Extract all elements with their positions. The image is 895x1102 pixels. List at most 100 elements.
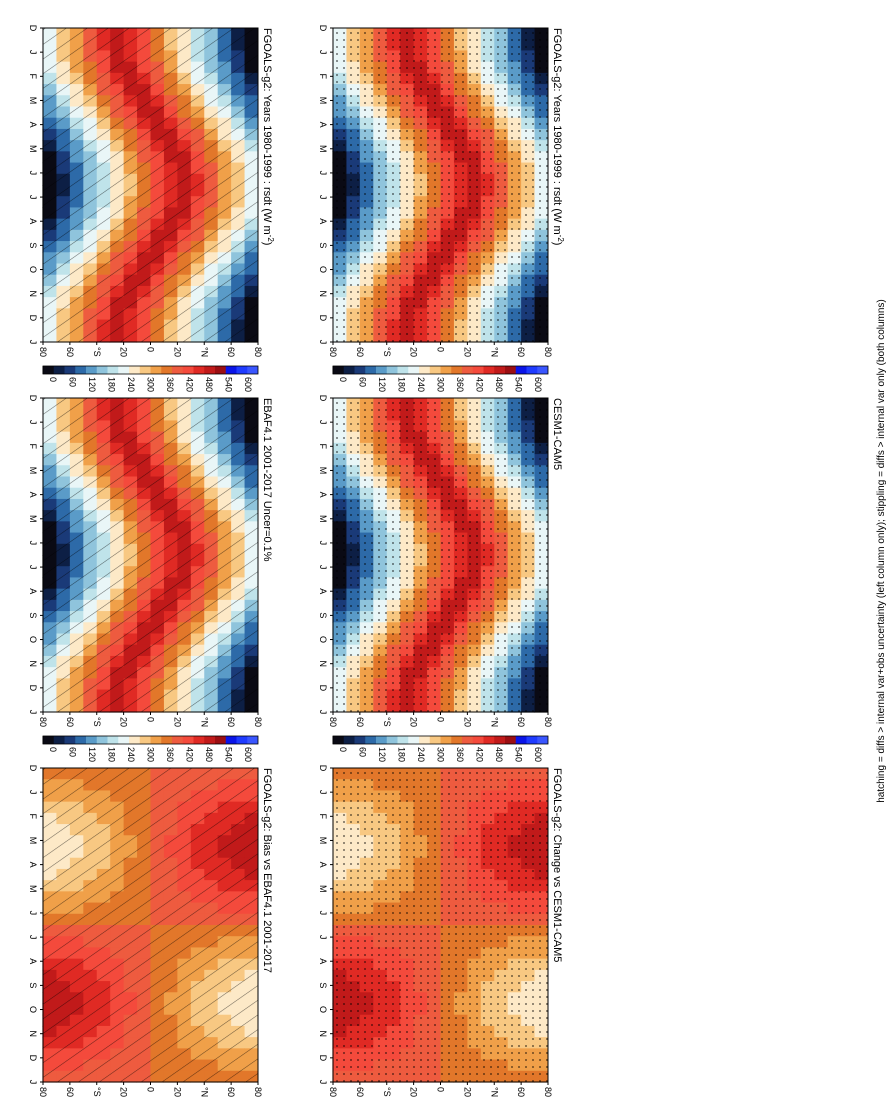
month-tick: A [318, 122, 328, 128]
lat-tick: 60 [65, 1087, 75, 1097]
colorbar-swatch [236, 736, 248, 744]
colorbar-swatch [53, 366, 65, 374]
colorbar-tick: 420 [475, 747, 485, 762]
colorbar-swatch [332, 366, 344, 374]
colorbar-swatch [64, 366, 76, 374]
month-tick: S [318, 612, 328, 618]
colorbar-swatch [343, 366, 355, 374]
colorbar-swatch [440, 736, 452, 744]
lat-tick: 80 [543, 347, 553, 357]
month-tick: M [28, 515, 38, 523]
colorbar-tick: 0 [48, 377, 58, 382]
colorbar-swatch [193, 736, 205, 744]
colorbar-swatch [53, 736, 65, 744]
month-tick: A [318, 588, 328, 594]
colorbar-tick: 480 [204, 377, 214, 392]
colorbar-swatch [515, 736, 527, 744]
colorbar-swatch [74, 736, 86, 744]
colorbar-swatch [343, 736, 355, 744]
colorbar-swatch [504, 366, 516, 374]
month-tick: S [28, 242, 38, 248]
colorbar-tick: 480 [204, 747, 214, 762]
lat-tick: 60 [65, 347, 75, 357]
month-tick: J [28, 1080, 38, 1085]
colorbar-tick: 600 [243, 747, 253, 762]
colorbar-tick: 420 [475, 377, 485, 392]
month-tick: J [318, 1080, 328, 1085]
month-tick: J [318, 911, 328, 916]
panel-title: FGOALS-g2: Years 1980-1999 : rsdt (W m-2… [261, 28, 276, 245]
panel-title-close: ) [551, 242, 563, 246]
colorbar-swatch [128, 736, 140, 744]
panel-title: FGOALS-g2: Years 1980-1999 : rsdt (W m-2… [551, 28, 566, 245]
lat-tick: 20 [409, 1087, 419, 1097]
colorbar-swatch [429, 366, 441, 374]
month-tick: A [318, 862, 328, 868]
colorbar-swatch [193, 366, 205, 374]
colorbar-swatch [42, 366, 54, 374]
colorbar-frame [332, 735, 549, 745]
lat-tick: °S [92, 1087, 102, 1097]
month-tick: D [28, 685, 38, 692]
lat-tick: 0 [146, 717, 156, 722]
stipple-overlay [333, 398, 548, 712]
month-tick: J [318, 195, 328, 200]
colorbar-swatch [225, 736, 237, 744]
lat-tick: °N [199, 347, 209, 357]
lat-tick: 60 [355, 1087, 365, 1097]
colorbar-swatch [407, 736, 419, 744]
panel-body: FGOALS-g2: Change vs CESM1-CAM5 D J F M A M J J A… [318, 765, 563, 1097]
panel-bottom-right: FGOALS-g2: Change vs CESM1-CAM5 D J F M A M J J A… [318, 765, 563, 1097]
month-tick: M [28, 97, 38, 105]
month-tick: J [28, 195, 38, 200]
colorbar-tick: 540 [224, 377, 234, 392]
lat-tick: 80 [38, 347, 48, 357]
colorbar-tick: 540 [514, 747, 524, 762]
colorbar-swatch [440, 366, 452, 374]
month-tick: J [28, 50, 38, 55]
colorbar-swatch [107, 736, 119, 744]
colorbar-swatch [515, 366, 527, 374]
month-tick: M [318, 97, 328, 105]
colorbar-swatch [493, 736, 505, 744]
month-tick: S [28, 612, 38, 618]
lat-tick: 80 [38, 1087, 48, 1097]
lat-tick: 80 [328, 347, 338, 357]
lat-tick: 20 [119, 1087, 129, 1097]
colorbar-swatch [364, 736, 376, 744]
month-tick: J [318, 541, 328, 546]
colorbar-swatch [64, 736, 76, 744]
month-tick: N [318, 660, 328, 667]
month-tick: A [28, 122, 38, 128]
lat-tick: 80 [253, 717, 263, 727]
colorbar-tick: 360 [165, 377, 175, 392]
lat-tick: 0 [436, 347, 446, 352]
colorbar-swatch [182, 366, 194, 374]
colorbar-tick: 600 [243, 377, 253, 392]
month-tick: J [318, 935, 328, 940]
lat-tick: 60 [355, 347, 365, 357]
month-tick: M [318, 515, 328, 523]
colorbar-swatch [375, 366, 387, 374]
month-tick: F [28, 74, 38, 80]
colorbar-swatch [42, 736, 54, 744]
month-tick: D [318, 315, 328, 322]
month-tick: F [28, 444, 38, 450]
colorbar-tick: 0 [338, 747, 348, 752]
month-tick: A [318, 218, 328, 224]
lat-tick: 60 [226, 1087, 236, 1097]
month-tick: M [28, 837, 38, 845]
month-tick: J [318, 420, 328, 425]
lat-tick: 20 [119, 717, 129, 727]
colorbar-swatch [493, 366, 505, 374]
month-tick: D [318, 1055, 328, 1062]
month-tick: N [318, 290, 328, 297]
lat-tick: 0 [436, 717, 446, 722]
colorbar-tick: 60 [357, 747, 367, 757]
colorbar-swatch [504, 736, 516, 744]
panel-top-left: FGOALS-g2: Years 1980-1999 : rsdt (W m-2… [28, 25, 276, 392]
lat-tick: °S [92, 717, 102, 727]
colorbar-tick: 180 [106, 747, 116, 762]
month-tick: M [318, 145, 328, 153]
colorbar-swatch [214, 366, 226, 374]
